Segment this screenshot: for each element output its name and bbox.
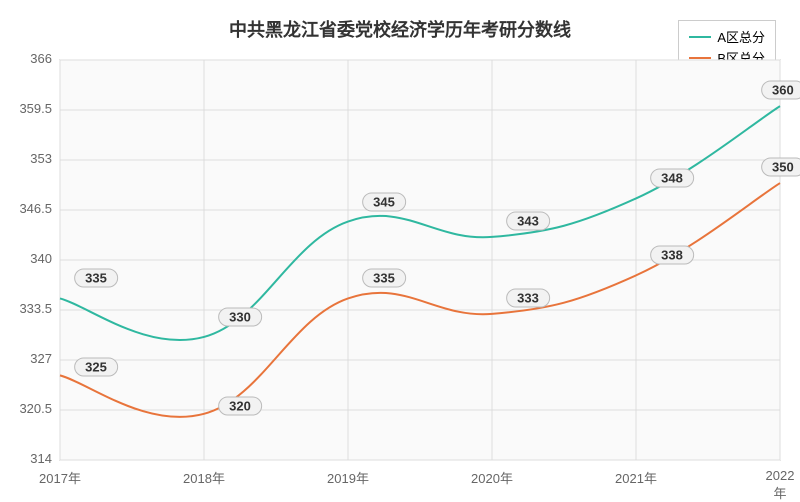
data-label: 330 <box>218 307 262 326</box>
x-tick-label: 2020年 <box>471 468 513 487</box>
y-tick-label: 320.5 <box>19 401 52 416</box>
data-label: 320 <box>218 396 262 415</box>
y-tick-label: 353 <box>30 151 52 166</box>
y-tick-label: 366 <box>30 51 52 66</box>
data-label: 343 <box>506 211 550 230</box>
data-label: 360 <box>761 81 800 100</box>
y-tick-label: 359.5 <box>19 101 52 116</box>
x-tick-label: 2018年 <box>183 468 225 487</box>
y-tick-label: 333.5 <box>19 301 52 316</box>
y-tick-label: 314 <box>30 451 52 466</box>
x-tick-label: 2022年 <box>766 468 795 502</box>
data-label: 335 <box>74 269 118 288</box>
data-label: 338 <box>650 246 694 265</box>
chart-container: 中共黑龙江省委党校经济学历年考研分数线 A区总分B区总分 314320.5327… <box>0 0 800 500</box>
data-label: 345 <box>362 192 406 211</box>
x-tick-label: 2021年 <box>615 468 657 487</box>
data-label: 348 <box>650 169 694 188</box>
y-tick-label: 340 <box>30 251 52 266</box>
data-label: 335 <box>362 269 406 288</box>
y-tick-label: 346.5 <box>19 201 52 216</box>
data-label: 333 <box>506 288 550 307</box>
data-label: 350 <box>761 158 800 177</box>
x-tick-label: 2019年 <box>327 468 369 487</box>
data-label: 325 <box>74 358 118 377</box>
x-tick-label: 2017年 <box>39 468 81 487</box>
y-tick-label: 327 <box>30 351 52 366</box>
